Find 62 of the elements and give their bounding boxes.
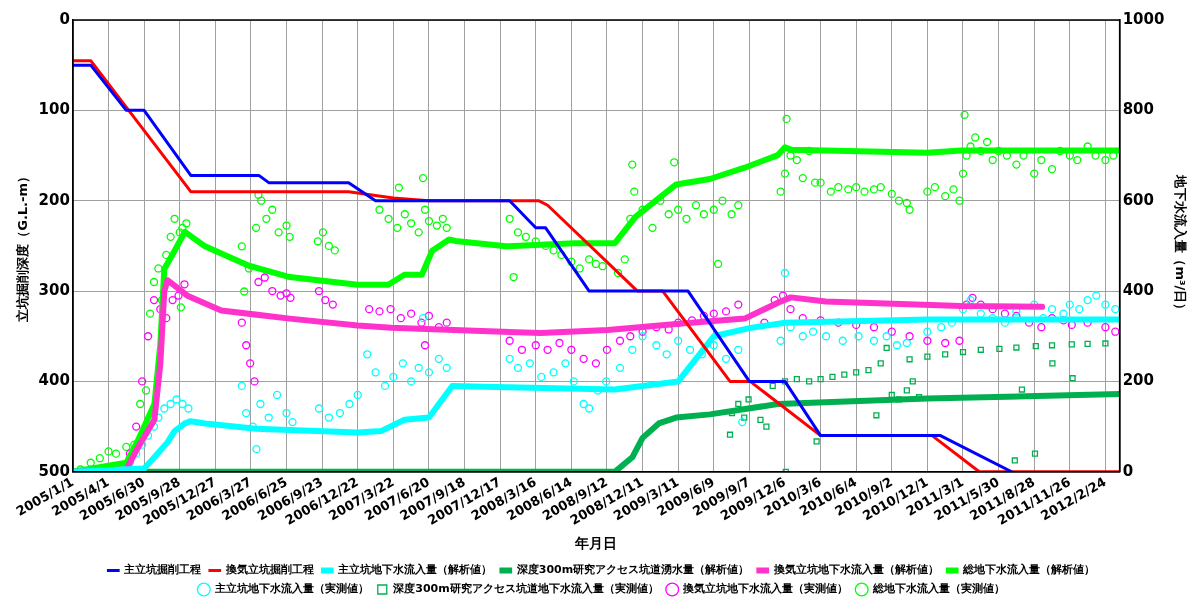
legend-label: 換気立坑掘削工程 (224, 563, 314, 577)
point (1049, 360, 1056, 367)
point (909, 378, 916, 385)
y-tick-label: 400 (38, 371, 70, 390)
point (769, 382, 776, 390)
legend-label: 深度300m研究アクセス坑道湧水量（解析値） (515, 563, 750, 577)
point (1032, 343, 1039, 350)
y-tick-label: 0 (59, 9, 70, 28)
point (763, 423, 770, 430)
legend-label: 主立坑地下水流入量（実測値） (213, 582, 369, 596)
point (1069, 375, 1076, 382)
point (906, 356, 913, 363)
point (977, 346, 984, 353)
y-axis-title: 立坑掘削深度（G.L.-m） (15, 169, 31, 323)
y2-tick-label: 200 (1122, 371, 1154, 390)
y2-tick-label: 600 (1122, 190, 1154, 209)
point (805, 378, 813, 385)
point (873, 412, 880, 419)
y2-tick-label: 400 (1122, 280, 1154, 299)
point (793, 376, 800, 383)
legend-label: 主立坑地下水流入量（解析値） (337, 563, 493, 577)
point (883, 344, 890, 352)
point (865, 366, 872, 374)
point (1011, 457, 1018, 464)
point (726, 431, 734, 438)
y2-tick-label: 800 (1122, 100, 1154, 119)
point (996, 345, 1003, 353)
legend-label: 総地下水流入量（実測値） (871, 582, 1005, 596)
y-tick-label: 300 (38, 280, 70, 299)
point (735, 400, 742, 408)
y-tick-label: 100 (38, 100, 70, 119)
point (741, 414, 748, 421)
y2-tick-label: 1000 (1122, 9, 1165, 28)
legend-label: 主立坑掘削工程 (123, 563, 202, 577)
point (1084, 340, 1091, 348)
point (1102, 340, 1109, 347)
y-tick-label: 200 (38, 190, 70, 209)
point (1048, 342, 1056, 349)
legend-label: 総地下水流入量（解析値） (962, 563, 1096, 577)
point (745, 396, 752, 403)
point (829, 373, 836, 381)
point (853, 369, 860, 376)
point (877, 360, 884, 367)
point (817, 376, 824, 383)
point (1013, 344, 1020, 351)
point (1031, 450, 1039, 457)
point (813, 438, 820, 445)
point (959, 348, 967, 356)
legend-label: 換気立坑地下水流入量（解析値） (772, 563, 939, 577)
point (1068, 341, 1075, 348)
y2-tick-label: 0 (1122, 461, 1134, 480)
point (924, 353, 931, 360)
point (757, 416, 764, 423)
point (903, 387, 910, 394)
point (942, 351, 949, 358)
legend-label: 換気立坑地下水流入量（実測値） (682, 582, 849, 596)
point (781, 378, 789, 385)
x-axis-title: 年月日 (574, 535, 618, 552)
legend-label: 深度300m研究アクセス坑道地下水流入量（実測値） (392, 582, 659, 596)
point (841, 371, 848, 378)
point (1018, 386, 1026, 393)
y2-axis-title: 地下水流入量（m³/日） (1172, 174, 1188, 317)
